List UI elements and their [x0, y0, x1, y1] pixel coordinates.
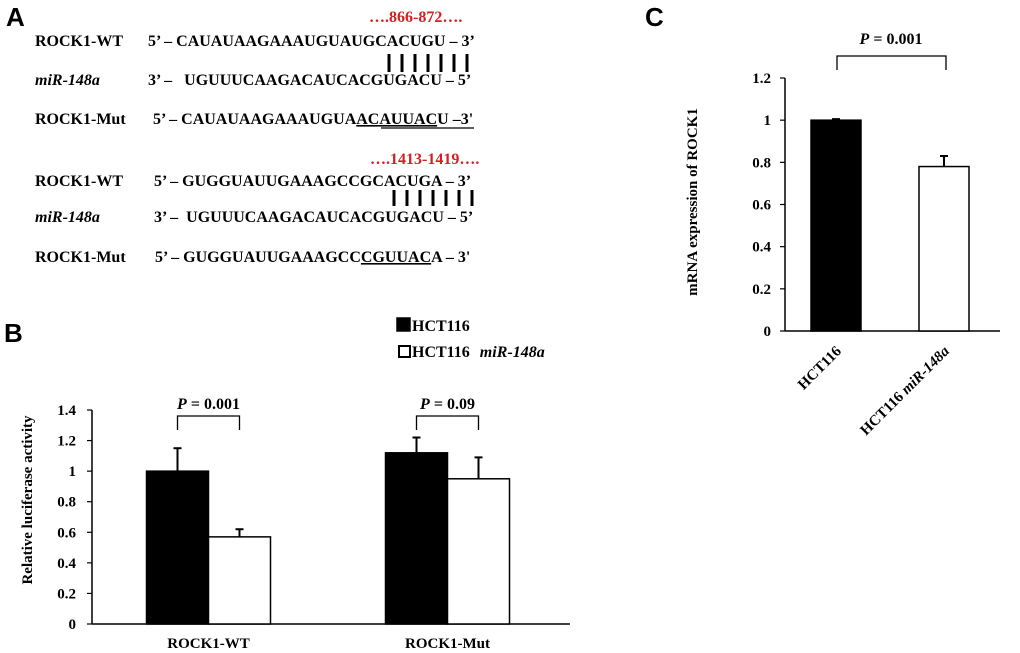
bar-b-hct116-mir148a — [207, 536, 272, 625]
legend-b: HCT116 HCT116 miR-148a — [396, 317, 545, 361]
y-tick-label-c: 0.8 — [752, 155, 771, 171]
site1-wt-name: ROCK1-WT — [35, 33, 123, 50]
legend-label-part-mirna: miR-148a — [480, 344, 545, 361]
site1-mut-seq-pre: 5’ – CAUAUAAGAAAUGUA — [153, 111, 357, 128]
y-tick-label-b: 0 — [69, 617, 77, 633]
site2-mir-seq: 3’ – UGUUUCAAGACAUCACGUGACU – 5’ — [154, 209, 473, 226]
site1-mut-seq-post: U –3' — [437, 111, 473, 128]
legend-swatch-hct116-mir148a — [398, 345, 411, 358]
panel-label-a: A — [6, 2, 25, 32]
y-tick-label-b: 0.4 — [57, 556, 76, 572]
site1-mut-name: ROCK1-Mut — [35, 111, 126, 128]
bar-b-hct116 — [384, 452, 449, 625]
site2-wt-seq: 5’ – GUGGUAUUGAAAGCCGCACUGA – 3’ — [154, 173, 471, 190]
y-tick-label-c: 0.2 — [752, 282, 771, 298]
bar-c-hct116 — [810, 119, 862, 332]
y-tick-label-b: 1 — [69, 464, 77, 480]
site1-mir-seq: 3’ – UGUUUCAAGACAUCACGUGACU – 5’ — [148, 72, 471, 89]
site2-pairing-lines — [392, 190, 474, 206]
ylabel-c: mRNA expression of ROCK1 — [685, 108, 701, 296]
p-value-b: P = 0.09 — [419, 396, 475, 413]
chart-c: 0 0.2 0.4 0.6 0.8 1 1.2 HCT116 HCT116 miR-148a P … — [752, 31, 1000, 439]
site1-pairing-lines — [387, 54, 469, 72]
site1-mut-seq: 5’ – CAUAUAAGAAAUGUAACAUUACU –3' — [153, 111, 473, 128]
significance-bracket-b — [415, 415, 480, 430]
site1-position: ….866-872…. — [369, 9, 462, 26]
site2-mut-name: ROCK1-Mut — [35, 249, 126, 266]
panel-label-b: B — [4, 318, 23, 348]
site1-mir-name: miR-148a — [35, 72, 100, 89]
bar-b-hct116-mir148a — [446, 478, 511, 625]
site2-wt-name: ROCK1-WT — [35, 173, 123, 190]
site1-mut-seq-mutated: ACAUUAC — [356, 111, 437, 128]
bar-c-hct116-mir148a — [918, 165, 970, 332]
site2-position: ….1413-1419…. — [370, 151, 479, 168]
site2-mut-seq-mutated: CGUUAC — [361, 249, 431, 266]
site2-mir-name: miR-148a — [35, 209, 100, 226]
chart-b: 0 0.2 0.4 0.6 0.8 1 1.2 1.4 ROCK1-WT P = 0.001 ROC… — [57, 396, 570, 652]
legend-swatch-hct116 — [396, 317, 411, 332]
legend-label-part-cell: HCT116 — [412, 344, 470, 361]
y-tick-label-c: 0.6 — [752, 198, 771, 214]
x-tick-label-c: HCT116 miR-148a — [858, 343, 954, 439]
ylabel-b: Relative luciferase activity — [20, 415, 36, 585]
y-tick-label-b: 0.8 — [57, 495, 76, 511]
y-tick-label-b: 1.4 — [57, 403, 76, 419]
site2-mut-seq-post: A – 3' — [431, 249, 470, 266]
site2-mut-seq: 5’ – GUGGUAUUGAAAGCCCGUUACA – 3' — [155, 249, 470, 266]
x-tick-label-b: ROCK1-WT — [167, 636, 250, 652]
significance-bracket-b — [176, 415, 241, 430]
y-tick-label-c: 1.2 — [752, 71, 771, 87]
site2-mut-seq-pre: 5’ – GUGGUAUUGAAAGCC — [155, 249, 361, 266]
panel-label-c: C — [645, 2, 664, 32]
significance-bracket-c — [836, 55, 947, 70]
x-tick-label-b: ROCK1-Mut — [405, 636, 490, 652]
p-value-c: P = 0.001 — [859, 31, 923, 48]
site1-wt-seq: 5’ – CAUAUAAGAAAUGUAUGCACUGU – 3’ — [148, 33, 475, 50]
y-tick-label-c: 0 — [764, 324, 772, 340]
bar-b-hct116 — [145, 470, 210, 625]
y-tick-label-c: 0.4 — [752, 240, 771, 256]
legend-label-hct116-mir148a: HCT116 miR-148a — [412, 344, 545, 361]
legend-label-hct116: HCT116 — [412, 318, 470, 335]
p-value-b: P = 0.001 — [176, 396, 240, 413]
y-tick-label-b: 0.6 — [57, 525, 76, 541]
x-tick-label-c: HCT116 — [795, 343, 845, 393]
y-tick-label-b: 0.2 — [57, 586, 76, 602]
y-tick-label-c: 1 — [764, 113, 772, 129]
y-tick-label-b: 1.2 — [57, 434, 76, 450]
